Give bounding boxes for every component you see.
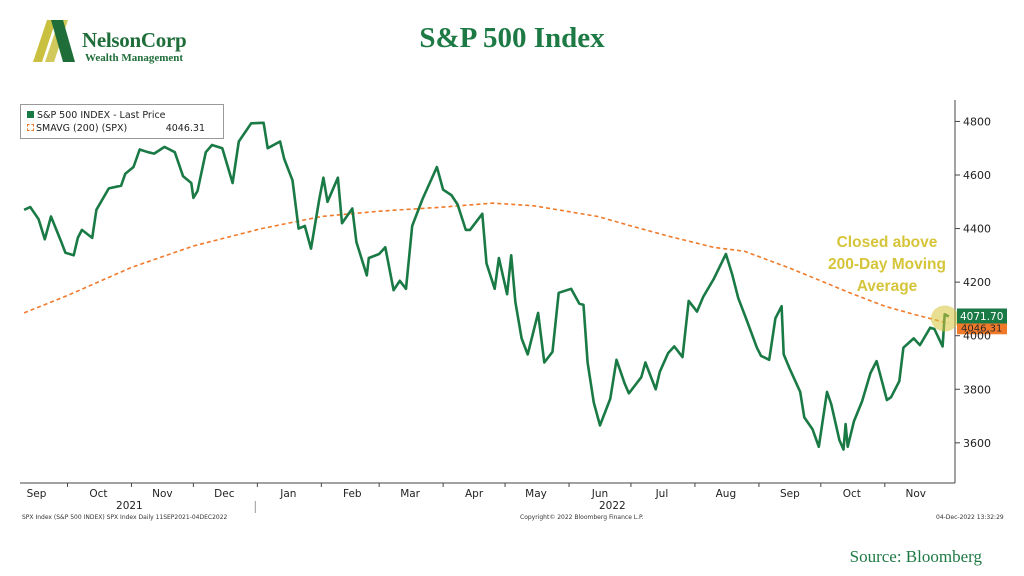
legend-sma-entry: SMAVG (200) (SPX): [27, 123, 127, 134]
price-value-tag-text: 4071.70: [960, 311, 1003, 323]
sma-value-tag-text: 4046.31: [961, 323, 1002, 334]
x-tick-label: Jan: [279, 488, 296, 500]
x-tick-label: Apr: [465, 488, 484, 500]
x-tick-label: Aug: [716, 488, 737, 500]
source-note: Source: Bloomberg: [849, 547, 982, 566]
x-tick-label: Mar: [400, 488, 420, 500]
y-tick-label: 4000: [963, 330, 991, 343]
chart-legend: S&P 500 INDEX - Last Price SMAVG (200) (…: [20, 104, 224, 139]
year-label: 2021: [116, 500, 143, 512]
highlight-circle: [930, 305, 959, 332]
x-tick-label: Nov: [152, 488, 173, 500]
x-tick-label: Sep: [27, 488, 47, 500]
x-tick-label: Jun: [591, 488, 608, 500]
y-tick-label: 4600: [963, 169, 991, 182]
footer-copyright: Copyright© 2022 Bloomberg Finance L.P.: [520, 514, 644, 521]
legend-sma-value: 4046.31: [165, 123, 205, 134]
legend-sma-swatch: [27, 124, 34, 131]
logo-subtitle: Wealth Management: [85, 52, 184, 64]
year-label: 2022: [599, 500, 626, 512]
x-tick-label: Feb: [343, 488, 362, 500]
x-tick-label: Dec: [214, 488, 235, 500]
x-tick-label: May: [525, 488, 547, 500]
y-tick-label: 4400: [963, 223, 991, 236]
x-tick-label: Nov: [906, 488, 927, 500]
nelsoncorp-logo-mark: [33, 20, 75, 62]
price-value-tag: [957, 308, 1007, 324]
legend-price-swatch: [27, 111, 34, 118]
sma-200-series-line: [23, 202, 949, 325]
price-series-line: [23, 121, 950, 451]
y-tick-label: 3800: [963, 383, 991, 396]
sma-value-tag: [957, 322, 1007, 335]
x-tick-label: Oct: [89, 488, 107, 500]
y-tick-label: 4800: [963, 115, 991, 128]
x-tick-label: Sep: [780, 488, 800, 500]
legend-price-entry: S&P 500 INDEX - Last Price: [27, 110, 166, 121]
logo-name: NelsonCorp: [82, 28, 187, 52]
footer-timestamp: 04-Dec-2022 13:32:29: [936, 514, 1004, 521]
footer-series-note: SPX Index (S&P 500 INDEX) SPX Index Dail…: [22, 514, 228, 521]
legend-price-label: S&P 500 INDEX - Last Price: [37, 110, 166, 121]
x-tick-label: Jul: [655, 488, 669, 500]
page-title: S&P 500 Index: [419, 22, 605, 54]
annotation-text: Closed above 200-Day Moving Average: [827, 234, 946, 295]
y-tick-label: 4200: [963, 276, 991, 289]
y-tick-label: 3600: [963, 437, 991, 450]
legend-sma-label: SMAVG (200) (SPX): [36, 123, 128, 134]
x-tick-label: Oct: [843, 488, 861, 500]
